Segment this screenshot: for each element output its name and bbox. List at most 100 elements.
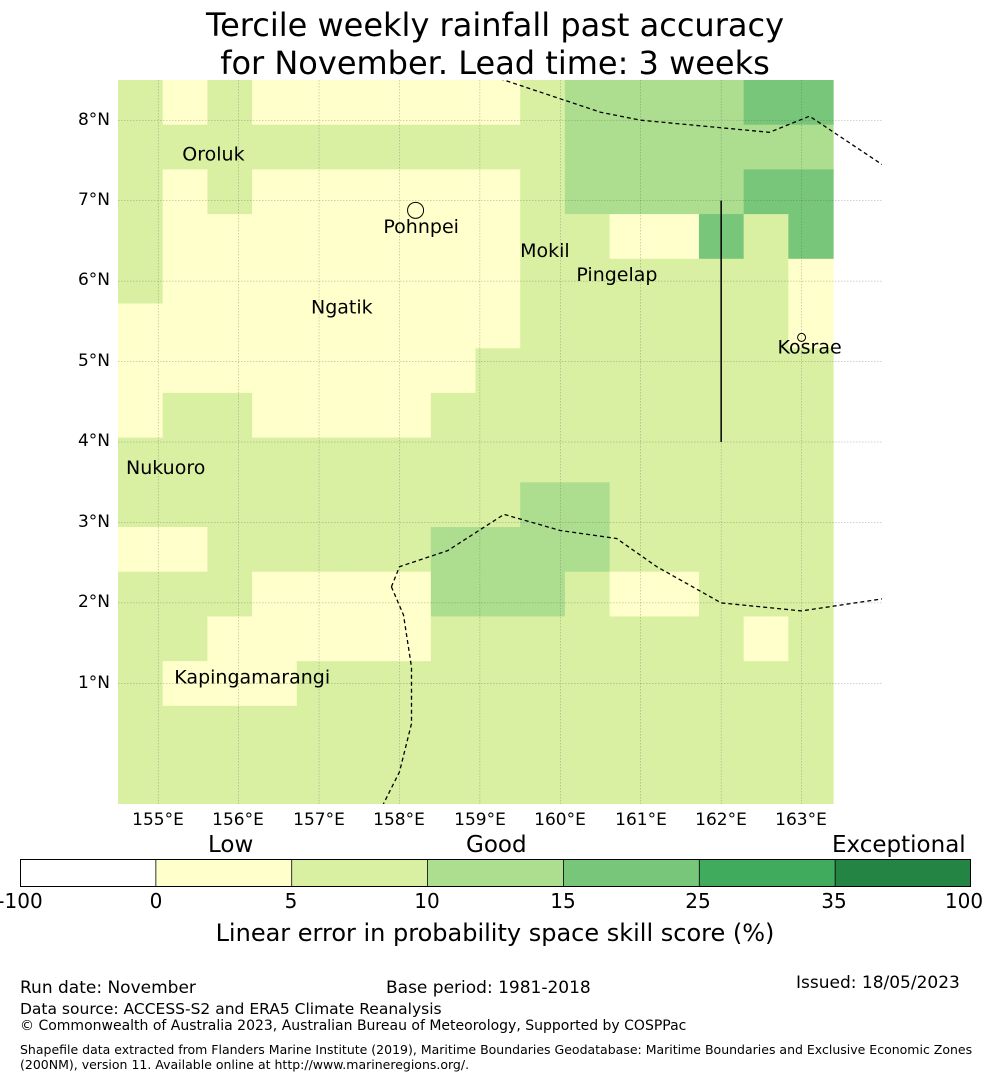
copyright: © Commonwealth of Australia 2023, Austra… bbox=[20, 1018, 687, 1034]
skill-cell bbox=[698, 661, 745, 707]
island-label-ngatik: Ngatik bbox=[311, 296, 373, 318]
skill-cell bbox=[430, 527, 477, 573]
skill-cell bbox=[743, 303, 789, 349]
skill-cell bbox=[207, 392, 253, 439]
colorbar-tick: 35 bbox=[821, 889, 847, 913]
island-label-oroluk: Oroluk bbox=[182, 143, 244, 165]
skill-cell bbox=[207, 527, 253, 573]
skill-cell bbox=[788, 303, 834, 349]
skill-cell bbox=[520, 661, 566, 707]
island-label-kosrae: Kosrae bbox=[778, 337, 842, 359]
skill-cell bbox=[564, 661, 611, 707]
skill-cell bbox=[118, 616, 164, 662]
lat-tick-1n: 1°N bbox=[77, 673, 110, 693]
skill-cell bbox=[520, 750, 566, 796]
skill-cell bbox=[386, 303, 432, 349]
skill-cell bbox=[252, 214, 298, 260]
skill-cell bbox=[386, 616, 432, 662]
eez-line bbox=[501, 80, 882, 166]
skill-cell bbox=[296, 616, 343, 662]
skill-cell bbox=[207, 795, 253, 804]
skill-cell bbox=[564, 348, 611, 394]
skill-cell bbox=[162, 571, 208, 618]
skill-cell bbox=[520, 258, 566, 305]
skill-cell bbox=[564, 124, 611, 170]
skill-cell bbox=[118, 258, 164, 305]
skill-cell bbox=[118, 750, 164, 796]
colorbar-tick: 10 bbox=[414, 889, 440, 913]
skill-cell bbox=[698, 616, 745, 662]
skill-cell bbox=[475, 795, 521, 804]
lon-tick-156e: 156°E bbox=[212, 810, 264, 830]
skill-cell bbox=[430, 348, 477, 394]
skill-cell bbox=[430, 437, 477, 483]
skill-cell bbox=[475, 392, 521, 439]
skill-cell bbox=[296, 124, 343, 170]
skill-cell bbox=[296, 392, 343, 439]
skill-cell bbox=[207, 482, 253, 528]
skill-cell bbox=[609, 795, 655, 804]
lon-tick-162e: 162°E bbox=[695, 810, 747, 830]
colorbar-segment bbox=[291, 859, 429, 887]
skill-cell bbox=[207, 750, 253, 796]
skill-cell bbox=[386, 661, 432, 707]
colorbar-segment bbox=[563, 859, 700, 887]
skill-cell bbox=[475, 616, 521, 662]
island-label-pohnpei: Pohnpei bbox=[383, 216, 459, 238]
skill-cell bbox=[475, 124, 521, 170]
skill-cell bbox=[341, 482, 387, 528]
skill-cell bbox=[162, 169, 208, 215]
skill-cell bbox=[609, 482, 655, 528]
skill-cell bbox=[609, 392, 655, 439]
skill-cell bbox=[609, 437, 655, 483]
skill-cell bbox=[386, 705, 432, 752]
lon-tick-163e: 163°E bbox=[775, 810, 827, 830]
skill-cell bbox=[520, 80, 566, 126]
skill-cell bbox=[698, 482, 745, 528]
skill-cell bbox=[252, 527, 298, 573]
skill-cell bbox=[609, 705, 655, 752]
islands bbox=[407, 201, 807, 342]
skill-cell bbox=[743, 795, 789, 804]
skill-cell bbox=[207, 661, 253, 707]
skill-cell bbox=[609, 348, 655, 394]
skill-cell bbox=[162, 750, 208, 796]
colorbar-tick: 25 bbox=[685, 889, 711, 913]
skill-cell bbox=[118, 169, 164, 215]
skill-cell bbox=[743, 661, 789, 707]
skill-cell bbox=[162, 527, 208, 573]
skill-cell bbox=[430, 258, 477, 305]
skill-cell bbox=[520, 214, 566, 260]
skill-cell bbox=[252, 303, 298, 349]
skill-cell bbox=[520, 303, 566, 349]
skill-cell bbox=[520, 571, 566, 618]
skill-cell bbox=[162, 705, 208, 752]
skill-cell bbox=[341, 214, 387, 260]
skill-cell bbox=[564, 795, 611, 804]
skill-cell bbox=[162, 124, 208, 170]
skill-cell bbox=[520, 705, 566, 752]
skill-cell bbox=[252, 437, 298, 483]
skill-cell bbox=[207, 616, 253, 662]
skill-cell bbox=[430, 169, 477, 215]
skill-cell bbox=[341, 348, 387, 394]
chart-title-line2: for November. Lead time: 3 weeks bbox=[220, 44, 770, 82]
skill-cell bbox=[609, 750, 655, 796]
skill-cell bbox=[430, 124, 477, 170]
skill-cell bbox=[341, 571, 387, 618]
skill-cell bbox=[788, 527, 834, 573]
skill-cell bbox=[564, 705, 611, 752]
skill-cell bbox=[743, 482, 789, 528]
skill-cell bbox=[341, 795, 387, 804]
skill-cell bbox=[386, 527, 432, 573]
skill-cell bbox=[162, 661, 208, 707]
skill-cell bbox=[698, 795, 745, 804]
skill-cell bbox=[386, 750, 432, 796]
skill-cell bbox=[698, 437, 745, 483]
skill-cell bbox=[788, 214, 834, 260]
skill-cell bbox=[609, 124, 655, 170]
skill-cell bbox=[386, 124, 432, 170]
skill-cell bbox=[430, 750, 477, 796]
island-label-pingelap: Pingelap bbox=[576, 264, 657, 286]
colorbar-segment bbox=[427, 859, 564, 887]
